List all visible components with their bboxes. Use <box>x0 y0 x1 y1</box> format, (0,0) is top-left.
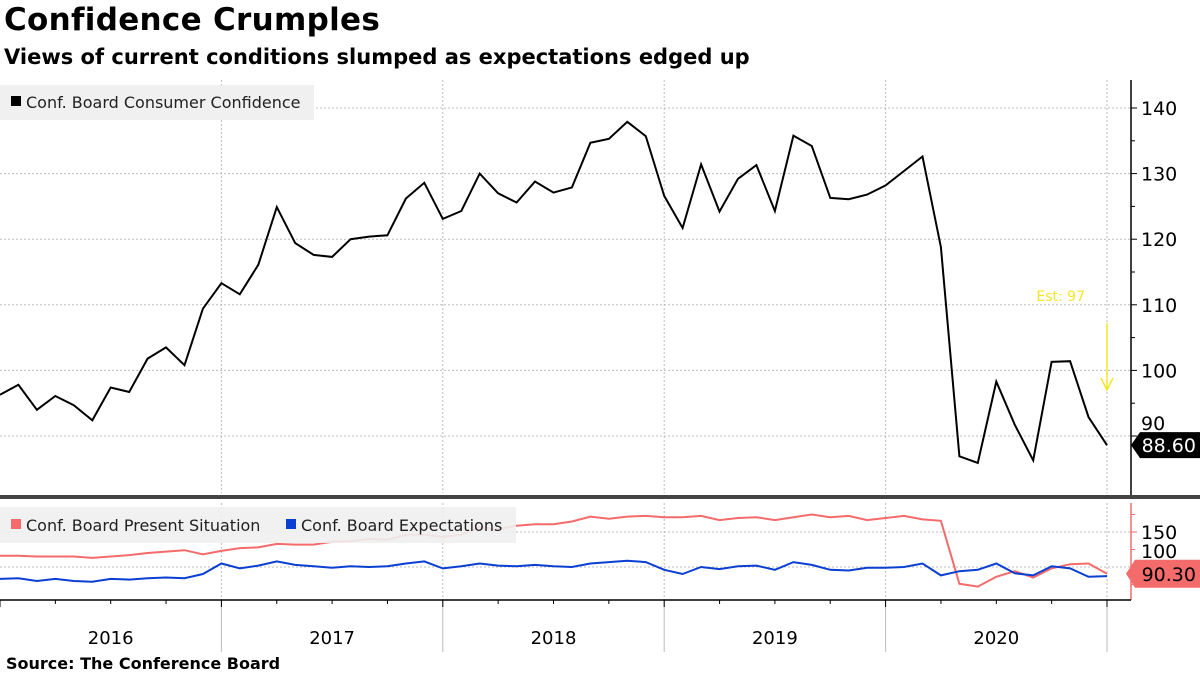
last-value-label: 88.60 <box>1142 435 1196 457</box>
legend-bottom-bg <box>0 507 516 543</box>
chart-subtitle: Views of current conditions slumped as e… <box>4 45 750 69</box>
estimate-annotation: Est: 97 <box>1036 289 1085 305</box>
legend-label-confidence: Conf. Board Consumer Confidence <box>26 93 300 112</box>
legend-label-present: Conf. Board Present Situation <box>26 516 260 535</box>
legend-swatch-expectations <box>286 519 296 529</box>
series-line-present-situation <box>0 513 1108 588</box>
x-tick-label: 2019 <box>752 628 798 649</box>
x-tick-label: 2020 <box>973 628 1019 649</box>
series-line-consumer-confidence <box>0 120 1108 465</box>
x-tick-label: 2017 <box>309 628 355 649</box>
source-note: Source: The Conference Board <box>6 654 281 673</box>
chart-title: Confidence Crumples <box>4 2 381 38</box>
legend-swatch-confidence <box>11 96 21 106</box>
y-tick-label: 140 <box>1141 98 1177 120</box>
y-tick-label: 90 <box>1141 413 1165 435</box>
last-value-label: 90.30 <box>1142 564 1196 586</box>
y-tick-label: 110 <box>1141 295 1177 317</box>
series-line-expectations <box>0 559 1108 583</box>
y-tick-label: 130 <box>1141 164 1177 186</box>
legend-top-bg <box>0 85 314 120</box>
y-tick-label: 120 <box>1141 229 1177 251</box>
panel-separator <box>0 495 1200 499</box>
y-tick-label: 150 <box>1141 522 1177 544</box>
legend-label-expectations: Conf. Board Expectations <box>301 516 502 535</box>
estimate-arrow-head <box>1100 377 1114 392</box>
y-tick-label: 100 <box>1141 541 1177 563</box>
y-tick-label: 100 <box>1141 360 1177 382</box>
last-value-badge <box>1131 432 1200 459</box>
legend-swatch-present <box>11 519 21 529</box>
x-tick-label: 2018 <box>531 628 577 649</box>
x-tick-label: 2016 <box>88 628 134 649</box>
last-value-badge <box>1126 559 1200 588</box>
